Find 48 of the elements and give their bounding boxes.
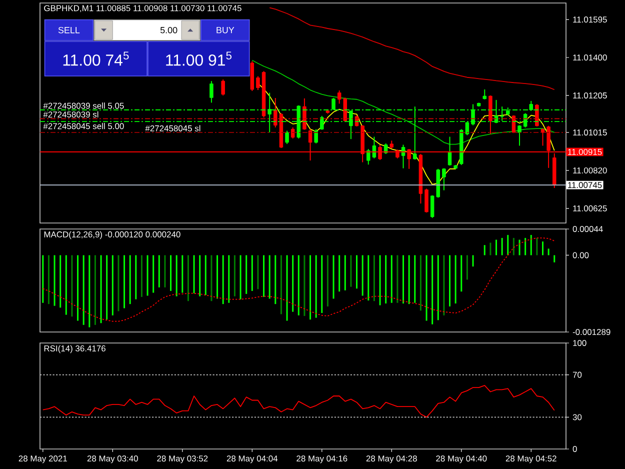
x-tick-label: 28 May 04:40 xyxy=(436,456,487,464)
y-tick-label: 30 xyxy=(572,414,582,420)
y-tick-label: 100 xyxy=(573,340,586,346)
candlestick xyxy=(256,76,260,91)
y-tick-label: 11.01015 xyxy=(573,129,607,136)
y-tick-label: 11.01400 xyxy=(573,54,607,60)
annotation: 5.00 xyxy=(160,26,178,34)
annotation: 11.00 91$^{5}$ xyxy=(166,52,232,66)
y-tick-label: 11.01595 xyxy=(573,16,607,23)
annotation: 11.00 74$^{5}$ xyxy=(63,52,129,66)
y-tick-label: 0 xyxy=(572,446,577,452)
y-tick-label: 11.00820 xyxy=(573,167,607,174)
ref-line-label: #272458039 sell 5.05 xyxy=(43,102,124,109)
candlestick xyxy=(221,79,225,96)
candlestick xyxy=(448,136,452,166)
y-tick-label: -0.001289 xyxy=(572,329,610,335)
annotation: BUY xyxy=(216,26,234,34)
candlestick xyxy=(482,88,487,100)
ref-line-label: #272458039 sl xyxy=(43,111,98,118)
y-tick-label: 11.00625 xyxy=(573,205,607,212)
candlestick xyxy=(384,142,388,154)
candlestick xyxy=(302,98,306,130)
x-tick-label: 28 May 04:52 xyxy=(506,456,556,464)
x-tick-label: 28 May 03:40 xyxy=(87,456,138,464)
x-tick-label: 28 May 04:16 xyxy=(296,456,348,464)
ref-line-label: 11.00915 xyxy=(568,148,602,155)
ref-line-label: #272458045 sell 5.00 xyxy=(43,122,124,130)
y-tick-label: 11.01205 xyxy=(573,92,607,98)
y-tick-label: 0.00 xyxy=(572,252,589,258)
ref-line-label: 11.00745 xyxy=(568,182,602,188)
x-tick-label: 28 May 04:28 xyxy=(366,456,417,464)
y-tick-label: 70 xyxy=(572,372,582,378)
candlestick xyxy=(424,188,428,213)
candlestick xyxy=(518,124,522,146)
chart-title: MACD(12,26,9) -0.000120 0.000240 xyxy=(44,231,180,240)
y-tick-label: 0.00044 xyxy=(572,226,603,232)
candlestick xyxy=(442,168,446,191)
chart-title: GBPHKD,M1 11.00885 11.00908 11.00730 11.00745 xyxy=(44,5,242,12)
x-tick-label: 28 May 2021 xyxy=(18,456,67,464)
x-tick-label: 28 May 04:04 xyxy=(226,456,278,464)
chart-title: RSI(14) 36.4176 xyxy=(44,345,106,354)
annotation: SELL xyxy=(58,26,80,34)
candlestick xyxy=(314,128,318,144)
x-tick-label: 28 May 03:52 xyxy=(157,456,208,464)
candlestick xyxy=(274,98,278,128)
ref-line-label: #272458045 sl xyxy=(145,125,200,132)
candlestick xyxy=(210,80,214,104)
candlestick xyxy=(285,130,289,144)
